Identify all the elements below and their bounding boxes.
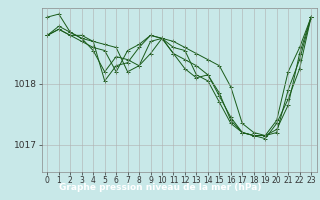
Text: Graphe pression niveau de la mer (hPa): Graphe pression niveau de la mer (hPa): [59, 184, 261, 192]
